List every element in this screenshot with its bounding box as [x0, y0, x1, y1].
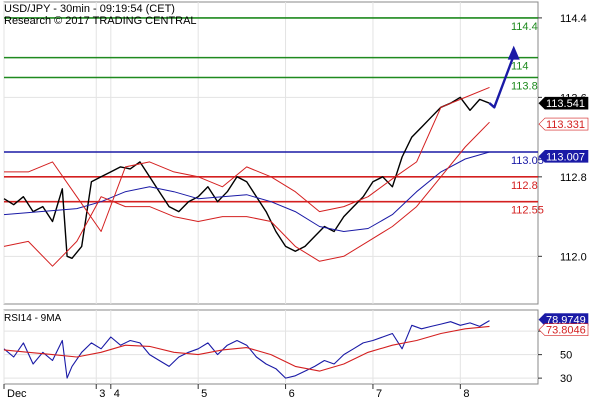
rsi-grid — [3, 310, 538, 384]
level-label-1: 114 — [511, 61, 529, 73]
rsi-series — [3, 320, 490, 379]
price-y-tick-label-0: 112.0 — [560, 251, 587, 263]
price-series — [3, 86, 490, 267]
price-badge-bg-2 — [538, 149, 589, 163]
x-tick-label-1: 3 — [99, 388, 105, 400]
x-tick-label-6: 8 — [463, 388, 469, 400]
price-levels: 114.4 114 113.8 113.05 112.8 112.55 — [4, 17, 544, 217]
price-badge-bg-0 — [538, 96, 589, 110]
x-tick-label-2: 4 — [114, 388, 120, 400]
level-label-3: 113.05 — [511, 155, 544, 167]
price-badge-label-0: 113.541 — [546, 98, 585, 110]
rsi-y-tick-label-1: 50 — [560, 350, 572, 362]
rsi-series-line-0 — [3, 320, 490, 379]
level-label-2: 113.8 — [511, 81, 538, 93]
price-series-line-0 — [3, 96, 490, 259]
x-tick-label-0: Dec — [7, 388, 27, 400]
chart-header-line2: Research © 2017 TRADING CENTRAL — [4, 15, 197, 27]
x-tick-label-4: 6 — [289, 388, 295, 400]
forecast-arrow-path — [488, 55, 515, 109]
rsi-series-line-1 — [3, 325, 490, 372]
rsi-title: RSI14 - 9MA — [4, 313, 62, 324]
x-tick-label-3: 5 — [201, 388, 207, 400]
price-y-tick-label-3: 114.4 — [560, 13, 587, 25]
forecast-arrow — [488, 45, 520, 109]
price-badges: 113.541 113.331 113.007 — [538, 96, 589, 163]
x-tick-label-5: 7 — [376, 388, 382, 400]
price-series-line-3 — [3, 121, 490, 267]
price-badge-bg-1 — [538, 117, 589, 131]
time-x-axis: Dec 3 4 5 6 7 8 — [3, 384, 469, 400]
rsi-y-tick-label-0: 30 — [560, 373, 572, 385]
rsi-badge-label-1: 73.8046 — [546, 325, 586, 337]
level-label-4: 112.8 — [511, 180, 538, 192]
price-y-tick-label-1: 112.8 — [560, 172, 587, 184]
price-badge-label-1: 113.331 — [546, 119, 585, 131]
price-series-line-1 — [3, 151, 490, 232]
price-badge-label-2: 113.007 — [546, 151, 585, 163]
chart-header-line1: USD/JPY - 30min - 09:19:54 (CET) — [4, 3, 175, 15]
forecast-arrow-head — [507, 45, 520, 60]
rsi-badge-bg-1 — [538, 323, 589, 336]
level-label-0: 114.4 — [511, 21, 538, 33]
level-label-5: 112.55 — [511, 205, 544, 217]
price-series-line-2 — [4, 86, 490, 232]
price-panel: 114.4 114 113.8 113.05 112.8 112.55 112.0 112.… — [3, 1, 589, 305]
